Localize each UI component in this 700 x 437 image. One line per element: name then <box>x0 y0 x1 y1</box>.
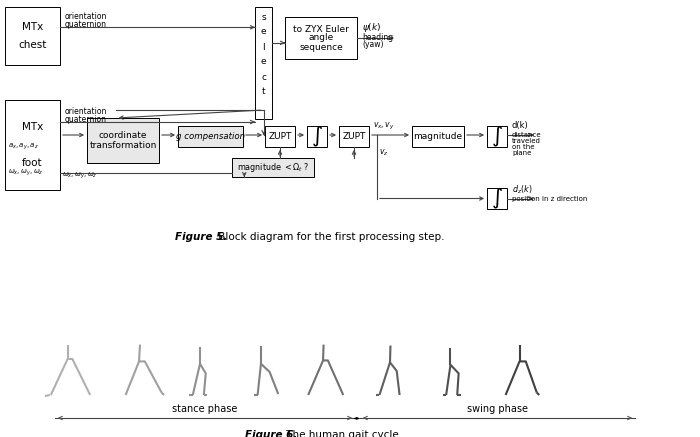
Text: $\psi(k)$: $\psi(k)$ <box>362 21 382 34</box>
Text: d(k): d(k) <box>512 121 528 130</box>
Text: $\int$: $\int$ <box>491 187 503 211</box>
Text: Block diagram for the first processing step.: Block diagram for the first processing s… <box>215 232 444 242</box>
Text: sequence: sequence <box>299 42 343 52</box>
Bar <box>87 118 159 163</box>
Text: t: t <box>262 87 265 97</box>
Text: $v_z$: $v_z$ <box>379 148 389 159</box>
Text: l: l <box>262 42 265 52</box>
Text: ◄►: ◄► <box>353 416 361 420</box>
Text: MTx: MTx <box>22 122 43 132</box>
Text: quaternion: quaternion <box>65 20 107 29</box>
Text: to ZYX Euler: to ZYX Euler <box>293 24 349 34</box>
Text: $\int$: $\int$ <box>491 125 503 149</box>
Text: coordinate: coordinate <box>99 132 147 141</box>
Bar <box>339 126 369 147</box>
Bar <box>487 126 507 147</box>
Text: ZUPT: ZUPT <box>342 132 365 141</box>
Text: orientation: orientation <box>65 107 107 116</box>
Text: $d_z(k)$: $d_z(k)$ <box>512 184 533 196</box>
Text: The human gait cycle: The human gait cycle <box>283 430 399 437</box>
Text: foot: foot <box>22 158 43 168</box>
Text: $\omega_x, \omega_y, \omega_z$: $\omega_x, \omega_y, \omega_z$ <box>62 171 97 181</box>
Text: orientation: orientation <box>65 12 107 21</box>
Text: heading: heading <box>362 33 393 42</box>
Bar <box>487 188 507 209</box>
Text: stance phase: stance phase <box>172 404 238 414</box>
Text: quaternion: quaternion <box>65 115 107 124</box>
Text: ZUPT: ZUPT <box>268 132 292 141</box>
Bar <box>285 17 357 59</box>
Text: chest: chest <box>18 40 47 50</box>
Text: g compensation: g compensation <box>176 132 245 141</box>
Text: magnitude: magnitude <box>414 132 463 141</box>
Text: Figure 5.: Figure 5. <box>175 232 228 242</box>
Text: s: s <box>261 13 266 21</box>
Bar <box>5 100 60 190</box>
Text: $\omega_x, \omega_y, \omega_z$: $\omega_x, \omega_y, \omega_z$ <box>8 168 43 178</box>
Text: MTx: MTx <box>22 22 43 32</box>
Text: $v_x, v_y$: $v_x, v_y$ <box>373 121 395 132</box>
Text: $\int$: $\int$ <box>311 125 323 149</box>
Text: position in z direction: position in z direction <box>512 195 587 201</box>
Bar <box>232 158 314 177</box>
Bar <box>178 126 243 147</box>
Text: magnitude $< \Omega_t$ ?: magnitude $< \Omega_t$ ? <box>237 161 309 174</box>
Bar <box>307 126 327 147</box>
Bar <box>265 126 295 147</box>
Bar <box>255 7 272 119</box>
Text: (yaw): (yaw) <box>362 40 384 49</box>
Text: plane: plane <box>512 150 531 156</box>
Text: Figure 6.: Figure 6. <box>245 430 298 437</box>
Text: distance: distance <box>512 132 542 138</box>
Text: angle: angle <box>309 34 334 42</box>
Bar <box>5 7 60 65</box>
Text: e: e <box>260 58 266 66</box>
Text: transformation: transformation <box>90 141 157 149</box>
Text: traveled: traveled <box>512 138 541 144</box>
Text: e: e <box>260 28 266 37</box>
Text: $a_x, a_y, a_z$: $a_x, a_y, a_z$ <box>8 142 39 152</box>
Text: swing phase: swing phase <box>467 404 528 414</box>
Text: c: c <box>261 73 266 81</box>
Bar <box>412 126 464 147</box>
Text: on the: on the <box>512 144 535 150</box>
